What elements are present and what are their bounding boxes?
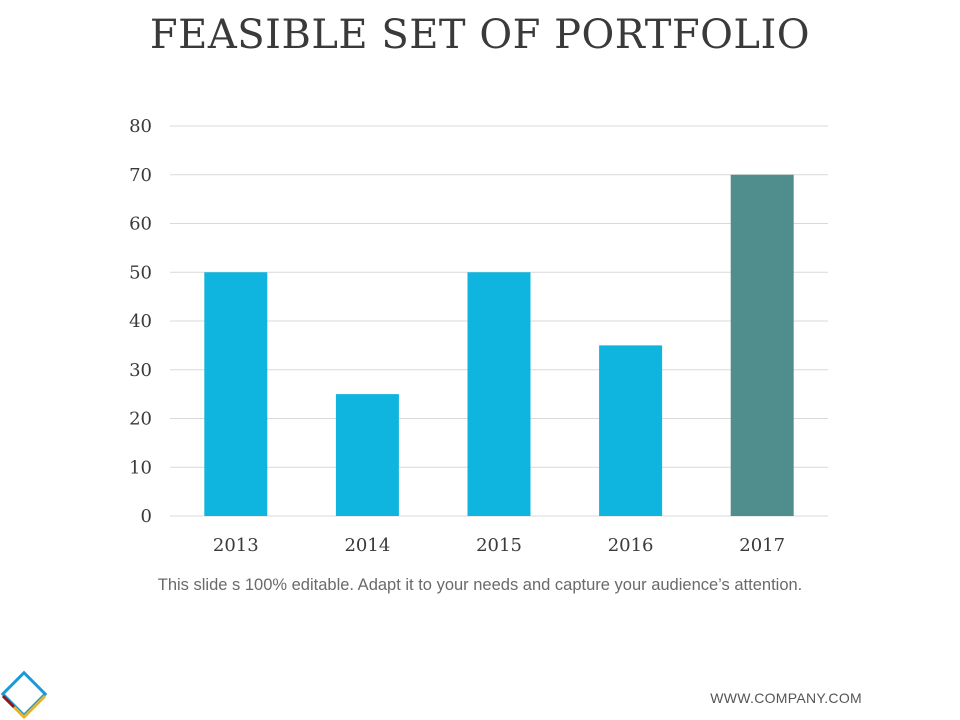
x-tick-label: 2016 <box>608 535 654 556</box>
logo-edge-red <box>1 694 16 709</box>
y-tick-label: 20 <box>129 409 152 430</box>
y-tick-label: 50 <box>129 262 152 283</box>
y-tick-label: 60 <box>129 214 152 235</box>
x-tick-label: 2015 <box>476 535 522 556</box>
bar-2015 <box>467 272 531 516</box>
slide-caption: This slide s 100% editable. Adapt it to … <box>157 576 803 594</box>
x-tick-label: 2017 <box>739 535 785 556</box>
bar-2016 <box>599 345 663 516</box>
y-tick-label: 80 <box>129 116 152 137</box>
logo-square-blue <box>0 670 48 718</box>
y-tick-label: 0 <box>141 506 152 527</box>
y-tick-label: 10 <box>129 457 152 478</box>
x-tick-label: 2013 <box>213 535 259 556</box>
bar-2017 <box>730 174 794 516</box>
company-logo-icon <box>0 670 48 720</box>
x-tick-label: 2014 <box>344 535 390 556</box>
y-tick-label: 30 <box>129 360 152 381</box>
footer-url: WWW.COMPANY.COM <box>710 690 862 706</box>
bar-2013 <box>204 272 268 516</box>
bar-2014 <box>335 394 399 516</box>
slide-title: FEASIBLE SET OF PORTFOLIO <box>149 12 811 58</box>
y-tick-label: 70 <box>129 165 152 186</box>
y-tick-label: 40 <box>129 311 152 332</box>
